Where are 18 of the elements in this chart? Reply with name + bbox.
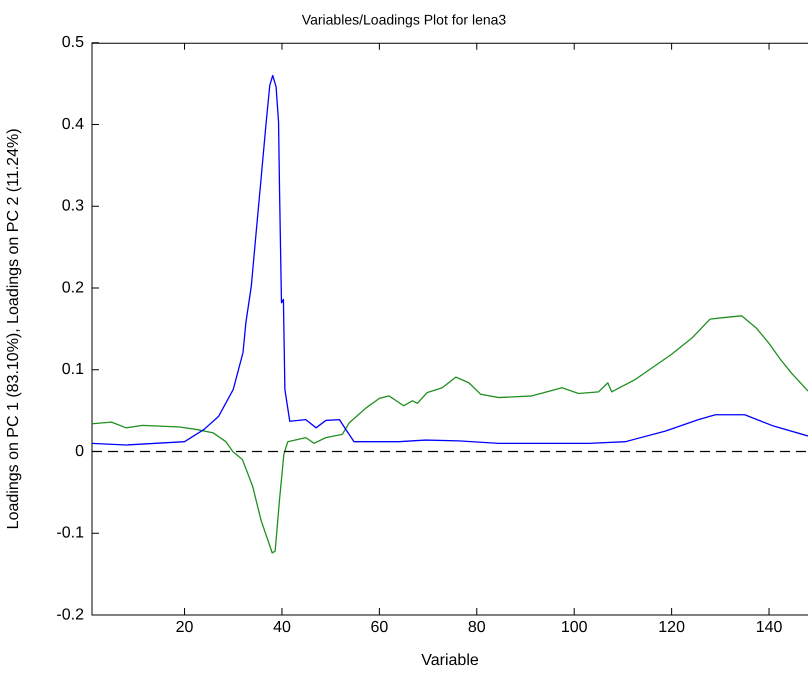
x-tick-label: 60 xyxy=(370,619,388,636)
y-tick-label: 0.4 xyxy=(62,116,84,133)
y-tick-label: -0.1 xyxy=(56,524,84,542)
x-tick-label: 140 xyxy=(756,619,782,636)
x-tick-label: 120 xyxy=(658,619,686,636)
y-tick-label: 0.5 xyxy=(62,34,84,52)
y-tick-label: -0.2 xyxy=(56,606,84,624)
x-tick-label: 40 xyxy=(273,619,291,636)
y-tick-label: 0.3 xyxy=(62,198,84,215)
y-tick-label: 0.2 xyxy=(62,279,84,296)
y-tick-label: 0.1 xyxy=(62,361,84,378)
chart-title: Variables/Loadings Plot for lena3 xyxy=(302,11,506,28)
x-tick-label: 20 xyxy=(176,619,194,636)
x-tick-label: 80 xyxy=(468,619,486,636)
x-tick-label: 100 xyxy=(560,619,588,636)
y-axis-title: Loadings on PC 1 (83.10%), Loadings on PC 2 (11.24%) xyxy=(5,128,22,530)
x-axis-title: Variable xyxy=(421,652,479,669)
y-tick-label: 0 xyxy=(75,442,84,460)
